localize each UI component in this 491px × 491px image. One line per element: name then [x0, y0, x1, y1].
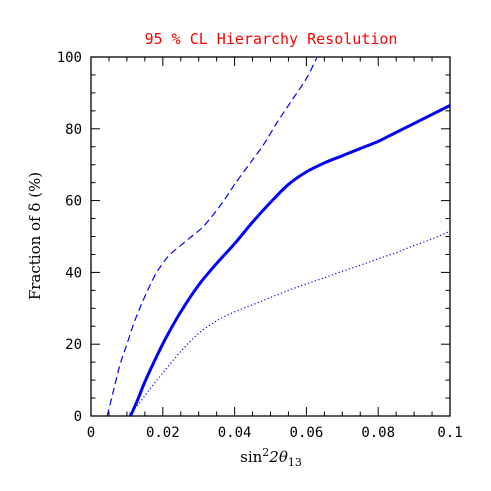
x-tick-label: 0.02: [146, 425, 180, 441]
x-tick-label: 0.1: [437, 425, 462, 441]
x-label-sup: 2: [262, 446, 269, 459]
series-layer: [106, 56, 451, 417]
x-tick-label: 0.08: [361, 425, 395, 441]
y-tick-label: 60: [65, 194, 82, 210]
series-line-dotted: [126, 230, 451, 417]
series-line-solid: [129, 104, 451, 417]
chart-title: 95 % CL Hierarchy Resolution: [145, 30, 398, 48]
x-label-base: sin: [240, 448, 262, 466]
x-tick-label: 0.04: [218, 425, 252, 441]
x-label-mid: 2θ: [268, 448, 288, 466]
y-axis-label: Fraction of δ (%): [26, 172, 44, 300]
y-tick-label: 80: [65, 122, 82, 138]
y-tick-label: 0: [74, 409, 82, 425]
x-label-sub: 13: [288, 456, 302, 469]
series-line-dashed: [106, 56, 318, 417]
x-tick-label: 0: [87, 425, 95, 441]
y-tick-label: 100: [57, 50, 82, 66]
y-tick-label: 20: [65, 337, 82, 353]
y-tick-label: 40: [65, 265, 82, 281]
x-axis-label: sin22θ13: [240, 446, 302, 469]
x-tick-label: 0.06: [290, 425, 324, 441]
ticks-layer: 0 0.02 0.04 0.06 0.08 0.1 0 20 40 60 80 100: [57, 50, 463, 441]
plot-frame: [90, 56, 451, 417]
